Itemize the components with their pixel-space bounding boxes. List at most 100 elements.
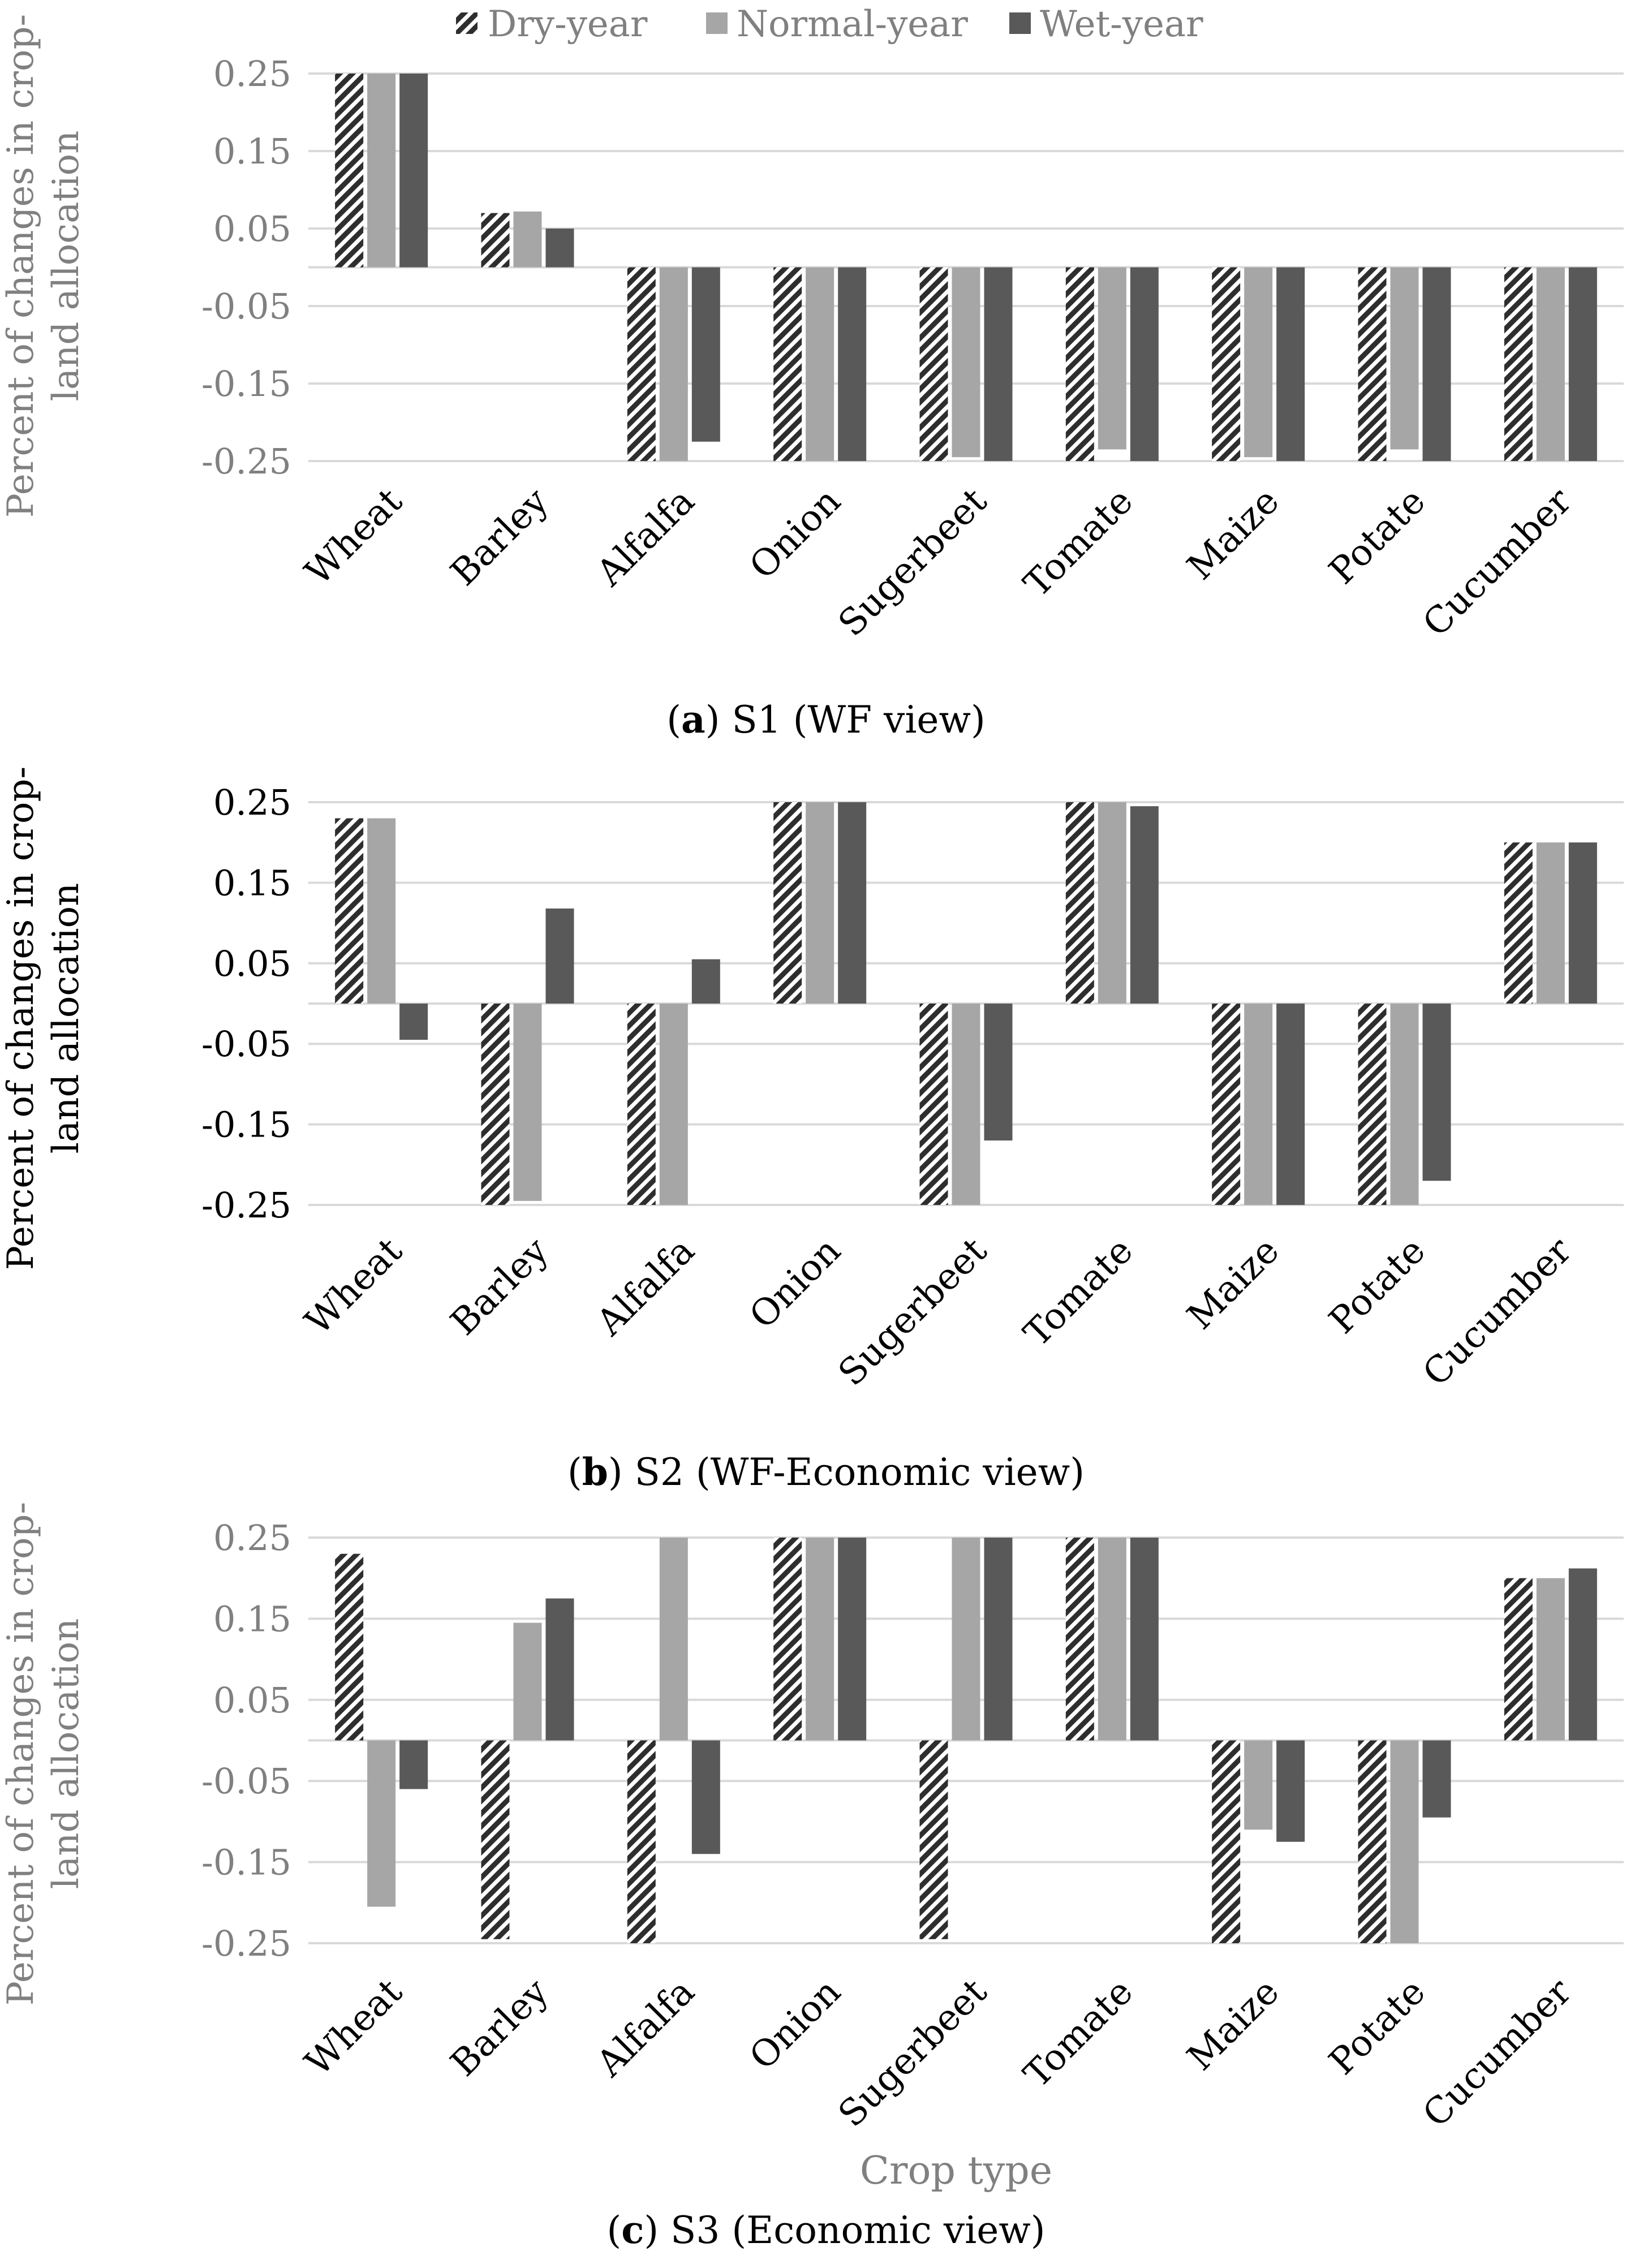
bar-a-wet-barley xyxy=(545,229,574,268)
bar-c-dry-barley xyxy=(481,1740,510,1939)
bar-c-wet-maize xyxy=(1276,1740,1305,1842)
bar-a-wet-onion xyxy=(838,267,867,461)
y-axis-title-b: Percent of changes in crop-land allocati… xyxy=(0,767,87,1270)
y-tick-label-a-5: -0.25 xyxy=(201,441,291,482)
bar-b-normal-barley xyxy=(513,1004,542,1201)
bar-c-wet-onion xyxy=(838,1538,867,1741)
category-label-c-sugerbeet: Sugerbeet xyxy=(831,1971,995,2136)
bar-a-normal-potate xyxy=(1390,267,1419,450)
bar-a-normal-tomate xyxy=(1098,267,1126,450)
category-label-a-alfalfa: Alfalfa xyxy=(588,480,703,595)
bar-c-normal-barley xyxy=(513,1622,542,1741)
bar-c-normal-onion xyxy=(806,1538,834,1741)
legend-swatch-dry xyxy=(456,12,477,34)
bar-c-dry-maize xyxy=(1212,1740,1241,1943)
legend-item-dry: Dry-year xyxy=(456,3,648,45)
bar-c-wet-alfalfa xyxy=(691,1740,720,1854)
bar-c-normal-maize xyxy=(1244,1740,1273,1830)
bar-c-normal-sugerbeet xyxy=(952,1538,980,1741)
category-label-b-potate: Potate xyxy=(1321,1230,1433,1342)
y-tick-label-b-3: -0.05 xyxy=(201,1023,291,1065)
bar-c-dry-cucumber xyxy=(1504,1578,1533,1741)
bar-c-normal-alfalfa xyxy=(659,1538,688,1741)
y-tick-label-c-3: -0.05 xyxy=(201,1760,291,1802)
bar-a-dry-maize xyxy=(1212,267,1241,461)
bar-b-wet-maize xyxy=(1276,1004,1305,1205)
bar-c-dry-wheat xyxy=(335,1553,364,1741)
category-label-c-wheat: Wheat xyxy=(298,1971,411,2084)
bar-a-dry-barley xyxy=(481,213,510,268)
category-label-b-sugerbeet: Sugerbeet xyxy=(831,1230,995,1394)
legend-swatch-wet xyxy=(1009,12,1031,34)
bar-b-wet-alfalfa xyxy=(691,959,720,1004)
category-label-b-wheat: Wheat xyxy=(298,1230,411,1343)
y-tick-label-b-2: 0.05 xyxy=(213,943,291,984)
bar-b-normal-tomate xyxy=(1098,802,1126,1004)
bar-a-normal-maize xyxy=(1244,267,1273,458)
bar-c-dry-onion xyxy=(773,1538,802,1741)
bar-b-normal-maize xyxy=(1244,1004,1273,1205)
category-label-b-barley: Barley xyxy=(443,1230,557,1344)
bar-b-dry-alfalfa xyxy=(627,1004,656,1205)
y-tick-label-c-2: 0.05 xyxy=(213,1680,291,1721)
caption-text-b: ) S2 (WF-Economic view) xyxy=(608,1450,1085,1494)
category-label-c-onion: Onion xyxy=(742,1971,849,2078)
bar-b-wet-barley xyxy=(545,908,574,1004)
bar-c-wet-barley xyxy=(545,1598,574,1741)
bar-c-normal-cucumber xyxy=(1536,1578,1565,1741)
bar-a-wet-tomate xyxy=(1130,267,1159,461)
bar-a-wet-potate xyxy=(1422,267,1451,461)
category-label-a-cucumber: Cucumber xyxy=(1415,480,1580,645)
y-tick-label-a-4: -0.15 xyxy=(201,363,291,404)
bar-b-normal-onion xyxy=(806,802,834,1004)
bar-a-wet-alfalfa xyxy=(691,267,720,442)
bar-b-normal-sugerbeet xyxy=(952,1004,980,1205)
y-tick-label-c-4: -0.15 xyxy=(201,1842,291,1883)
bar-b-dry-tomate xyxy=(1065,802,1094,1004)
bar-c-dry-potate xyxy=(1358,1740,1387,1943)
bar-b-dry-onion xyxy=(773,802,802,1004)
caption-paren-open-b: ( xyxy=(567,1450,582,1494)
bar-b-normal-cucumber xyxy=(1536,842,1565,1004)
bar-a-normal-wheat xyxy=(367,74,396,268)
bar-b-wet-sugerbeet xyxy=(984,1004,1013,1141)
y-axis-title-line-b-0: Percent of changes in crop- xyxy=(0,767,42,1270)
category-label-a-onion: Onion xyxy=(742,480,849,587)
y-tick-label-c-5: -0.25 xyxy=(201,1923,291,1964)
bar-b-wet-cucumber xyxy=(1568,842,1597,1004)
y-tick-label-b-1: 0.15 xyxy=(213,862,291,903)
y-tick-label-c-0: 0.25 xyxy=(213,1517,291,1559)
bar-a-normal-cucumber xyxy=(1536,267,1565,461)
y-axis-title-a: Percent of changes in crop-land allocati… xyxy=(0,14,87,518)
category-label-a-sugerbeet: Sugerbeet xyxy=(831,480,995,645)
bar-a-dry-potate xyxy=(1358,267,1387,461)
y-tick-label-a-2: 0.05 xyxy=(213,208,291,249)
bar-c-wet-potate xyxy=(1422,1740,1451,1818)
category-label-c-cucumber: Cucumber xyxy=(1415,1971,1580,2136)
bar-a-dry-wheat xyxy=(335,74,364,268)
category-label-b-cucumber: Cucumber xyxy=(1415,1230,1580,1394)
caption-c: (c) S3 (Economic view) xyxy=(606,2208,1045,2252)
bar-b-wet-tomate xyxy=(1130,806,1159,1004)
bar-a-normal-barley xyxy=(513,211,542,268)
category-label-a-tomate: Tomate xyxy=(1016,480,1141,605)
y-tick-label-b-4: -0.15 xyxy=(201,1104,291,1146)
bar-b-dry-wheat xyxy=(335,818,364,1004)
category-label-b-onion: Onion xyxy=(742,1230,849,1337)
caption-letter-c: c xyxy=(621,2208,644,2252)
y-tick-label-c-1: 0.15 xyxy=(213,1598,291,1639)
bar-b-wet-onion xyxy=(838,802,867,1004)
y-axis-title-line-a-0: Percent of changes in crop- xyxy=(0,14,42,518)
caption-letter-a: a xyxy=(681,698,705,742)
bar-a-dry-tomate xyxy=(1065,267,1094,461)
category-label-c-barley: Barley xyxy=(443,1971,557,2085)
caption-paren-open-c: ( xyxy=(606,2209,621,2252)
bar-a-wet-wheat xyxy=(399,74,428,268)
bar-a-normal-sugerbeet xyxy=(952,267,980,458)
category-label-b-maize: Maize xyxy=(1180,1230,1288,1338)
caption-text-c: ) S3 (Economic view) xyxy=(644,2209,1045,2252)
x-axis-title: Crop type xyxy=(860,2149,1052,2193)
caption-text-a: ) S1 (WF view) xyxy=(705,698,986,742)
